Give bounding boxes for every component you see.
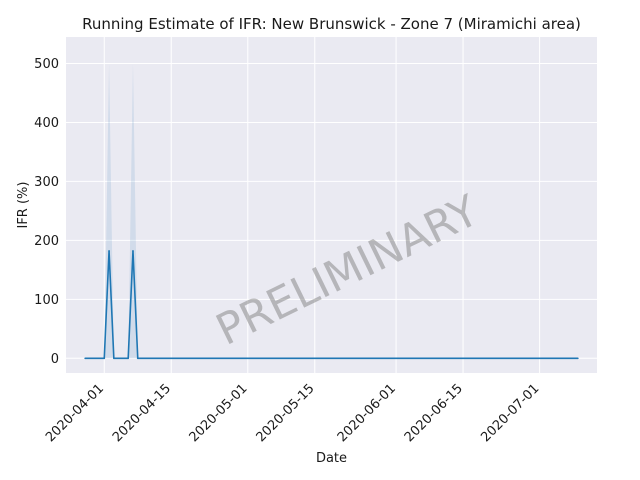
y-tick-label: 500 [34,57,59,72]
plot-background [66,37,597,373]
ifr-point [577,357,579,360]
ifr-point [136,357,139,360]
x-tick-label: 2020-07-01 [478,381,542,445]
grid-lines [66,37,597,373]
ifr-point [103,357,106,360]
x-tick-label: 2020-06-01 [335,381,399,445]
ifr-confidence-band [85,63,578,359]
ifr-point [113,357,115,360]
ifr-point [127,357,129,360]
y-tick-label: 300 [34,175,59,190]
y-axis-label: IFR (%) [16,182,31,229]
ifr-point [84,357,86,360]
ifr-line [85,250,578,360]
chart-title: Running Estimate of IFR: New Brunswick -… [82,15,581,33]
y-tick-label: 400 [34,116,59,131]
ifr-point [132,250,134,252]
x-tick-label: 2020-05-01 [187,381,251,445]
y-tick-label: 100 [34,293,59,308]
ifr-point [108,250,110,252]
x-tick-label: 2020-04-15 [110,381,174,445]
x-tick-label: 2020-05-15 [254,381,318,445]
confidence-band [85,63,578,359]
y-tick-label: 200 [34,234,59,249]
x-tick-labels: 2020-04-01 2020-04-15 2020-05-01 2020-05-15… [43,381,542,445]
series-layer [84,250,579,360]
x-tick-label: 2020-04-01 [43,381,107,445]
y-tick-labels: 0 100 200 300 400 500 [34,57,59,367]
x-tick-label: 2020-06-15 [402,381,466,445]
y-tick-label: 0 [51,352,59,367]
x-axis-label: Date [316,451,347,466]
